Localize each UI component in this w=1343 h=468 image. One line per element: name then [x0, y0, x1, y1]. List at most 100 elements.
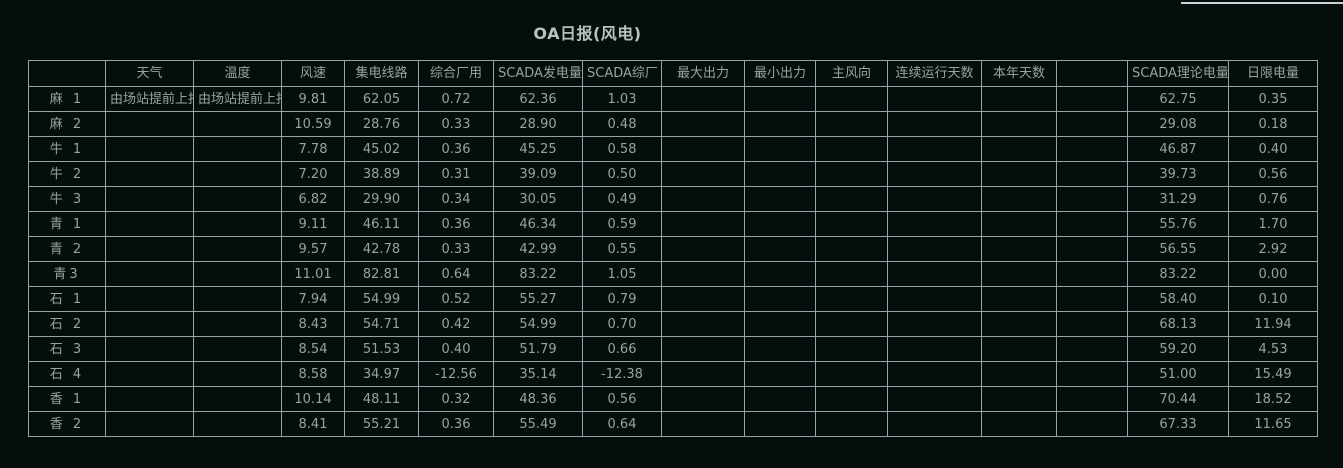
cell-theory: 31.29: [1127, 186, 1229, 212]
cell-line: 48.11: [344, 386, 419, 412]
cell-theory: 51.00: [1127, 361, 1229, 387]
cell-maxout: [661, 161, 745, 187]
cell-winddir: [815, 386, 888, 412]
cell-yeardays: [981, 261, 1057, 287]
cell-wind: 7.94: [281, 286, 345, 312]
cell-maxout: [661, 336, 745, 362]
cell-yeardays: [981, 311, 1057, 337]
cell-scadaaux: 0.66: [582, 336, 662, 362]
report-table-container: 天气 温度 风速 集电线路 综合厂用 SCADA发电量 SCADA综厂 最大出力 最小出力 主风向…: [28, 60, 1318, 437]
column-header-weather: 天气: [105, 60, 194, 87]
cell-limit: 4.53: [1228, 336, 1318, 362]
cell-wind: 7.20: [281, 161, 345, 187]
row-label: 石 4: [28, 361, 106, 387]
cell-maxout: [661, 86, 745, 112]
cell-aux: 0.32: [418, 386, 494, 412]
cell-maxout: [661, 186, 745, 212]
cell-weather: [105, 411, 194, 437]
cell-aux: -12.56: [418, 361, 494, 387]
column-header-temp: 温度: [193, 60, 282, 87]
cell-limit: 1.70: [1228, 211, 1318, 237]
cell-limit: 0.10: [1228, 286, 1318, 312]
cell-minout: [744, 161, 816, 187]
table-row: 牛 2 7.20 38.89 0.31 39.09 0.50 39.73 0.56: [28, 161, 1318, 187]
table-row: 香 1 10.14 48.11 0.32 48.36 0.56 70.44 18.52: [28, 386, 1318, 412]
cell-weather: [105, 311, 194, 337]
cell-limit: 2.92: [1228, 236, 1318, 262]
row-label: 石 1: [28, 286, 106, 312]
column-header-minout: 最小出力: [744, 60, 816, 87]
cell-blank: [1056, 361, 1128, 387]
table-row: 牛 1 7.78 45.02 0.36 45.25 0.58 46.87 0.40: [28, 136, 1318, 162]
cell-scadaaux: 0.58: [582, 136, 662, 162]
column-header-label: [28, 60, 106, 87]
cell-winddir: [815, 336, 888, 362]
table-row: 石 2 8.43 54.71 0.42 54.99 0.70 68.13 11.94: [28, 311, 1318, 337]
table-row: 石 1 7.94 54.99 0.52 55.27 0.79 58.40 0.10: [28, 286, 1318, 312]
cell-temp: [193, 386, 282, 412]
table-row: 石 4 8.58 34.97 -12.56 35.14 -12.38 51.00 15.49: [28, 361, 1318, 387]
cell-blank: [1056, 186, 1128, 212]
cell-rundays: [887, 261, 982, 287]
cell-rundays: [887, 111, 982, 137]
cell-maxout: [661, 261, 745, 287]
cell-scadagen: 54.99: [493, 311, 583, 337]
cell-temp: [193, 136, 282, 162]
cell-winddir: [815, 411, 888, 437]
cell-scadaaux: 0.79: [582, 286, 662, 312]
cell-line: 54.99: [344, 286, 419, 312]
row-label: 牛 1: [28, 136, 106, 162]
cell-wind: 8.43: [281, 311, 345, 337]
cell-aux: 0.36: [418, 136, 494, 162]
cell-aux: 0.36: [418, 211, 494, 237]
table-row: 青3 11.01 82.81 0.64 83.22 1.05 83.22 0.00: [28, 261, 1318, 287]
cell-weather: [105, 211, 194, 237]
cell-blank: [1056, 286, 1128, 312]
cell-maxout: [661, 136, 745, 162]
table-body: 麻 1 由场站提前上报 由场站提前上报 9.81 62.05 0.72 62.36 1.03 6…: [28, 86, 1318, 437]
cell-rundays: [887, 411, 982, 437]
cell-scadaaux: 0.55: [582, 236, 662, 262]
cell-minout: [744, 236, 816, 262]
cell-minout: [744, 286, 816, 312]
table-row: 青 2 9.57 42.78 0.33 42.99 0.55 56.55 2.92: [28, 236, 1318, 262]
cell-scadaaux: 0.48: [582, 111, 662, 137]
cell-wind: 7.78: [281, 136, 345, 162]
cell-minout: [744, 136, 816, 162]
cell-minout: [744, 211, 816, 237]
cell-aux: 0.40: [418, 336, 494, 362]
cell-line: 38.89: [344, 161, 419, 187]
cell-scadaaux: 0.59: [582, 211, 662, 237]
cell-weather: [105, 136, 194, 162]
cell-blank: [1056, 411, 1128, 437]
cell-rundays: [887, 86, 982, 112]
row-label: 牛 2: [28, 161, 106, 187]
column-header-yeardays: 本年天数: [981, 60, 1057, 87]
cell-weather: [105, 336, 194, 362]
cell-rundays: [887, 186, 982, 212]
row-label: 青3: [28, 261, 106, 287]
cell-line: 62.05: [344, 86, 419, 112]
cell-rundays: [887, 286, 982, 312]
column-header-maxout: 最大出力: [661, 60, 745, 87]
cell-blank: [1056, 86, 1128, 112]
cell-rundays: [887, 236, 982, 262]
cell-yeardays: [981, 136, 1057, 162]
cell-line: 28.76: [344, 111, 419, 137]
cell-yeardays: [981, 411, 1057, 437]
cell-limit: 0.56: [1228, 161, 1318, 187]
cell-winddir: [815, 86, 888, 112]
cell-limit: 15.49: [1228, 361, 1318, 387]
cell-weather: 由场站提前上报: [105, 86, 194, 112]
cell-blank: [1056, 261, 1128, 287]
table-header-row: 天气 温度 风速 集电线路 综合厂用 SCADA发电量 SCADA综厂 最大出力 最小出力 主风向…: [28, 60, 1318, 87]
cell-aux: 0.42: [418, 311, 494, 337]
cell-weather: [105, 186, 194, 212]
table-row: 香 2 8.41 55.21 0.36 55.49 0.64 67.33 11.65: [28, 411, 1318, 437]
cell-wind: 8.58: [281, 361, 345, 387]
cell-temp: [193, 236, 282, 262]
cell-aux: 0.33: [418, 236, 494, 262]
cell-yeardays: [981, 361, 1057, 387]
cell-scadagen: 30.05: [493, 186, 583, 212]
cell-line: 29.90: [344, 186, 419, 212]
